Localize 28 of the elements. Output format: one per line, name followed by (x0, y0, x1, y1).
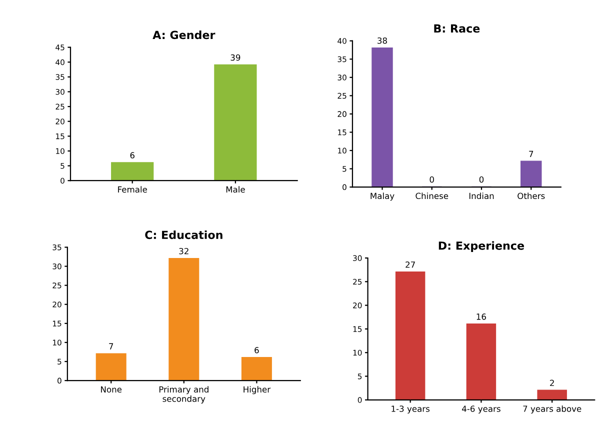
x-tick-label: Primary and secondary (159, 386, 208, 404)
data-label: 16 (476, 314, 486, 320)
chart-title: A: Gender (152, 30, 216, 40)
data-label: 2 (550, 380, 554, 386)
x-tick-label: 1-3 years (392, 406, 430, 414)
data-label: 0 (430, 176, 434, 183)
data-label: 0 (479, 176, 484, 183)
x-tick-label: Indian (469, 192, 494, 200)
x-tick-label: 4-6 years (462, 406, 500, 414)
x-tick-label: Malay (370, 192, 394, 201)
data-label: 32 (179, 248, 188, 254)
chart-title: B: Race (434, 24, 480, 33)
data-label: 6 (130, 152, 134, 158)
data-label: 38 (378, 37, 387, 44)
data-label: 39 (230, 54, 240, 61)
x-tick-label: Higher (244, 386, 271, 394)
x-tick-label: Others (518, 192, 545, 200)
x-tick-label: Chinese (416, 192, 448, 200)
x-tick-label: None (101, 386, 122, 393)
chart-title: C: Education (145, 230, 222, 240)
data-label: 7 (529, 150, 534, 157)
x-tick-label: 7 years above (523, 405, 582, 414)
x-tick-label: Male (226, 186, 245, 193)
x-tick-label: Female (118, 186, 147, 193)
data-label: 6 (254, 347, 259, 354)
chart-title: D: Experience (438, 241, 524, 252)
data-label: 7 (109, 343, 114, 350)
data-label: 27 (406, 261, 415, 268)
